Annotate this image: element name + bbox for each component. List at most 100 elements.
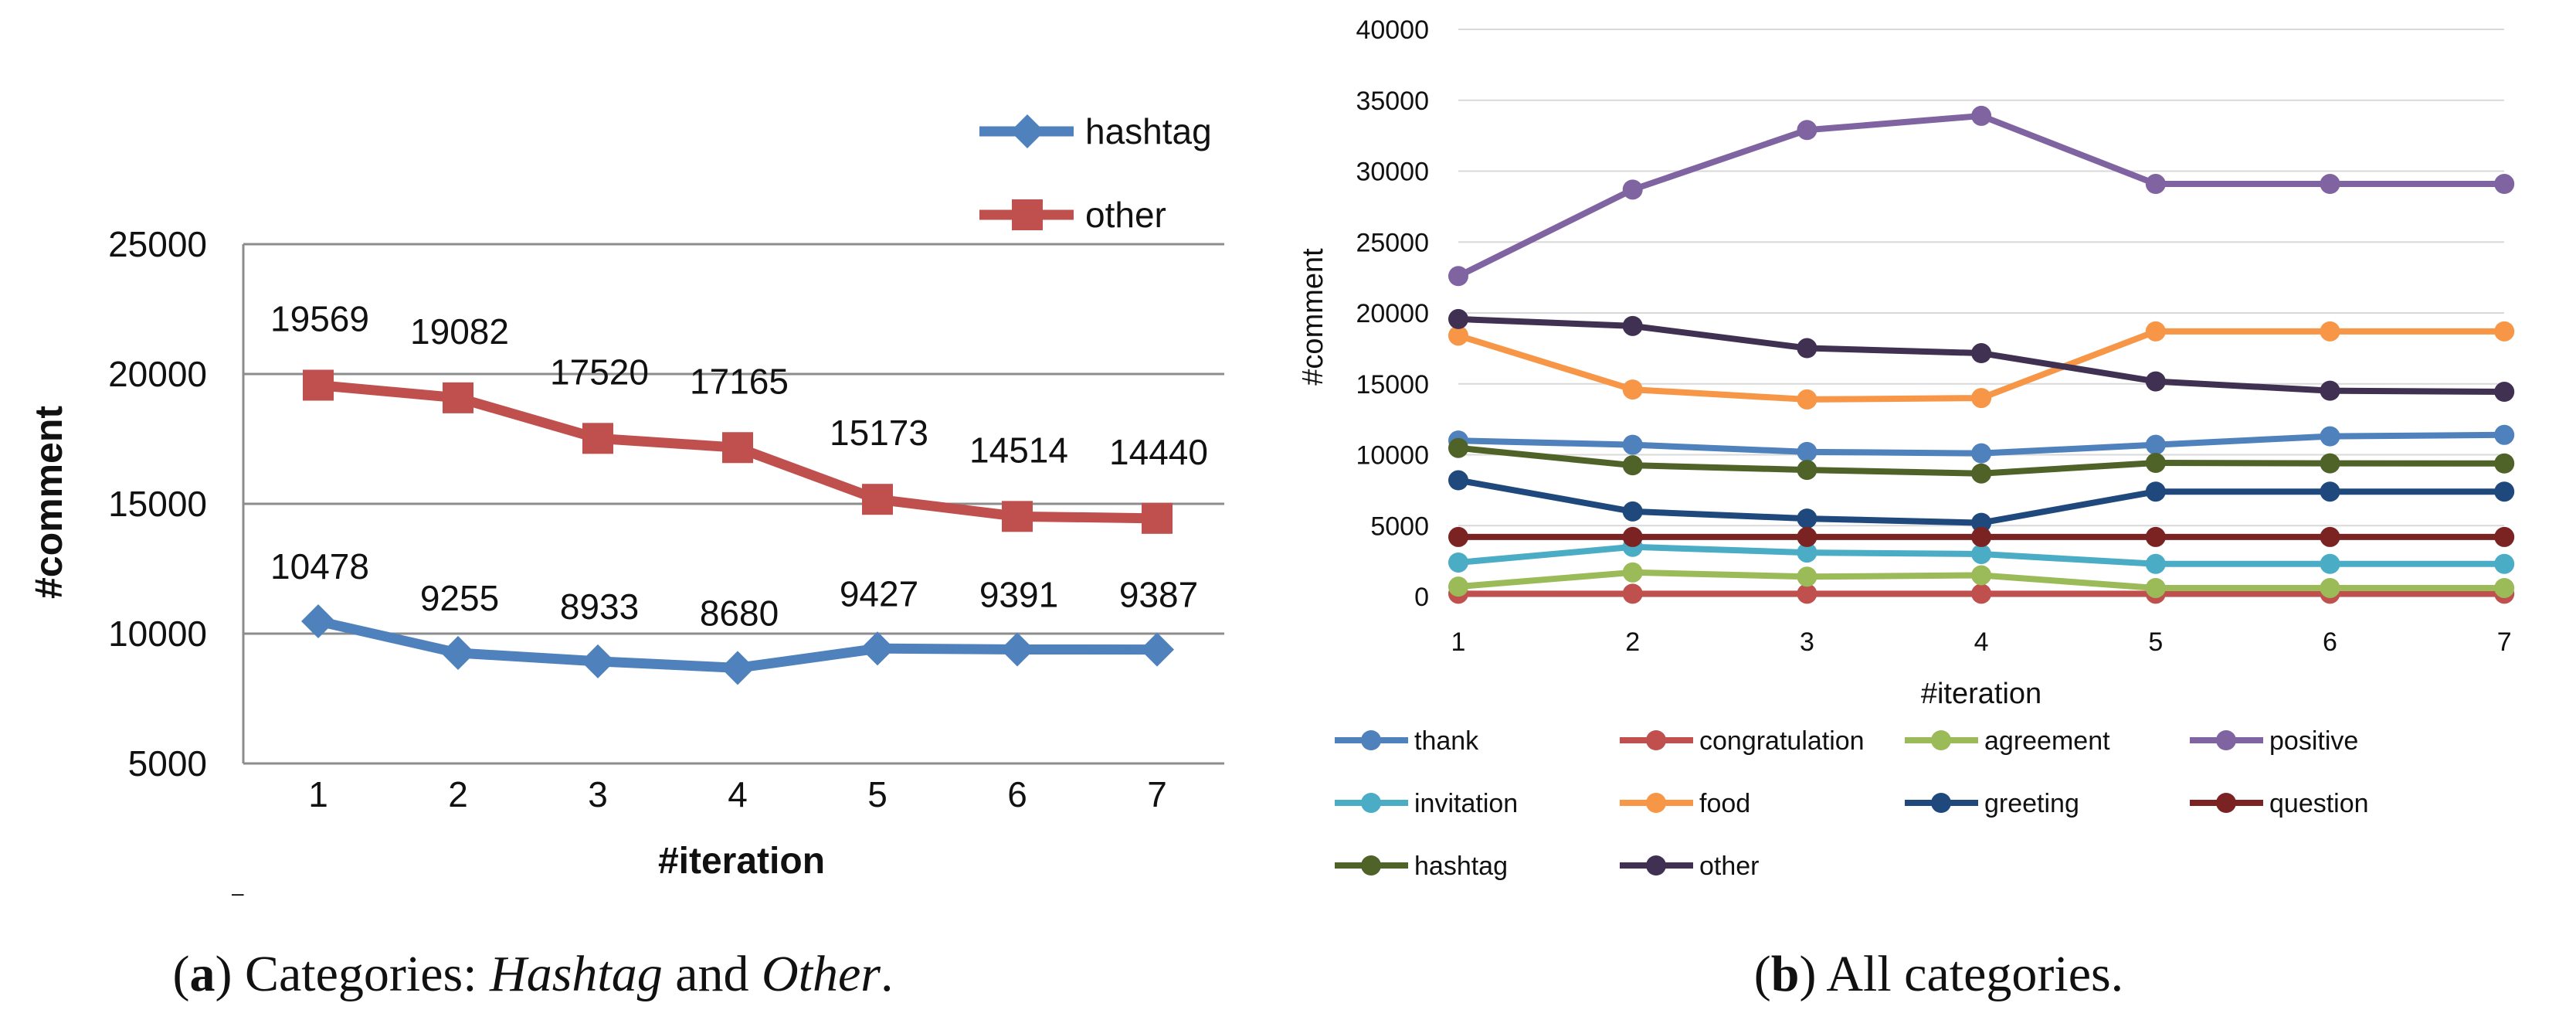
b-legend-marker-greeting [1931, 793, 1951, 813]
a-legend-marker-other [1012, 199, 1043, 230]
b-point-agreement [2320, 577, 2340, 598]
b-point-other [2320, 380, 2340, 401]
a-x-tick-label: 4 [728, 774, 748, 814]
caption-a-part: and [663, 946, 762, 1002]
b-point-food [2145, 321, 2166, 342]
b-point-congratulation [1971, 583, 1992, 604]
b-x-axis-label: #iteration [1921, 678, 2041, 710]
b-point-hashtag [1622, 455, 1643, 476]
b-point-invitation [2145, 553, 2166, 574]
a-point-other [443, 382, 473, 413]
b-legend-marker-invitation [1361, 793, 1381, 813]
a-data-label-other: 14440 [1109, 432, 1208, 472]
b-point-invitation [1971, 543, 1992, 564]
b-x-tick-label: 3 [1800, 627, 1814, 657]
a-point-other [1002, 501, 1033, 532]
b-y-tick-label: 0 [1414, 583, 1429, 612]
a-data-label-hashtag: 10478 [270, 546, 369, 586]
b-point-greeting [2145, 481, 2166, 502]
b-point-food [2494, 321, 2515, 342]
b-point-greeting [2320, 481, 2340, 502]
b-point-thank [2494, 424, 2515, 445]
a-point-hashtag [301, 604, 335, 638]
b-x-tick-label: 2 [1625, 627, 1640, 657]
b-point-invitation [1797, 542, 1817, 563]
caption-a: (a) Categories: Hashtag and Other. [172, 946, 893, 1002]
a-point-other [862, 484, 893, 515]
b-y-axis-label: #comment [1297, 248, 1329, 386]
b-point-invitation [2494, 553, 2515, 574]
a-legend-label-other: other [1085, 195, 1166, 235]
b-legend-marker-food [1646, 793, 1666, 813]
b-legend-label-greeting: greeting [1984, 789, 2079, 818]
b-point-other [1448, 308, 1468, 329]
b-point-positive [1448, 266, 1468, 287]
b-point-hashtag [2145, 453, 2166, 474]
captions: (a) Categories: Hashtag and Other. (b) Al… [172, 946, 2123, 1002]
b-point-invitation [1448, 552, 1468, 573]
caption-a-part: a [189, 946, 215, 1002]
a-legend-label-hashtag: hashtag [1085, 111, 1212, 151]
a-y-tick-label: 15000 [108, 484, 207, 524]
a-x-tick-label: 5 [867, 774, 888, 814]
b-point-hashtag [1448, 437, 1468, 458]
b-point-question [1622, 526, 1643, 547]
b-point-thank [1971, 443, 1992, 464]
b-y-tick-label: 40000 [1356, 15, 1429, 45]
b-y-tick-label: 25000 [1356, 228, 1429, 257]
a-x-tick-label: 2 [448, 774, 468, 814]
a-data-label-other: 17165 [690, 361, 789, 401]
b-x-tick-label: 4 [1974, 627, 1989, 657]
a-data-label-hashtag: 9387 [1119, 575, 1198, 615]
a-footnote-mark: – [232, 881, 244, 905]
a-data-label-hashtag: 9427 [840, 573, 918, 614]
a-y-tick-label: 10000 [108, 614, 207, 654]
a-y-tick-label: 5000 [128, 743, 207, 784]
b-point-question [2494, 526, 2515, 547]
caption-b: (b) All categories. [1754, 946, 2123, 1002]
a-point-hashtag [1000, 632, 1034, 667]
b-point-food [1622, 379, 1643, 400]
b-point-other [1622, 315, 1643, 336]
b-y-tick-label: 35000 [1356, 87, 1429, 116]
a-x-tick-label: 7 [1147, 774, 1167, 814]
b-point-question [1448, 526, 1468, 547]
caption-a-part: . [881, 946, 894, 1002]
b-point-food [1797, 389, 1817, 410]
b-y-tick-label: 5000 [1370, 512, 1429, 541]
caption-b-part: b [1771, 946, 1800, 1002]
a-point-other [722, 432, 753, 464]
panel-b-line-chart: 0 5000 10000 15000 20000 25000 30000 35000 40000… [1297, 15, 2515, 881]
b-point-greeting [1622, 501, 1643, 522]
b-point-other [1971, 343, 1992, 364]
b-point-thank [2320, 426, 2340, 447]
b-legend-label-congratulation: congratulation [1699, 726, 1865, 756]
caption-a-part: Other [762, 946, 881, 1002]
b-point-agreement [2145, 577, 2166, 598]
a-data-label-other: 17520 [550, 352, 649, 392]
b-legend-marker-positive [2216, 730, 2236, 750]
a-data-label-hashtag: 9391 [979, 574, 1058, 614]
b-point-greeting [2494, 481, 2515, 502]
b-point-question [1797, 526, 1817, 547]
caption-a-part: Hashtag [489, 946, 663, 1002]
b-point-congratulation [1622, 583, 1643, 604]
b-point-positive [1971, 105, 1992, 126]
b-legend-marker-congratulation [1646, 730, 1666, 750]
a-data-label-hashtag: 8680 [700, 593, 779, 633]
a-point-hashtag [721, 651, 755, 685]
b-point-other [1797, 338, 1817, 359]
b-series-line-positive [1457, 112, 2505, 279]
b-point-agreement [1797, 566, 1817, 587]
b-legend-marker-question [2216, 793, 2236, 813]
b-legend-marker-thank [1361, 730, 1381, 750]
a-point-hashtag [860, 631, 894, 666]
b-point-food [2320, 321, 2340, 342]
caption-b-part: ) All categories. [1800, 946, 2124, 1002]
a-point-hashtag [581, 644, 615, 678]
a-legend-marker-hashtag [1010, 114, 1044, 148]
b-point-positive [2494, 174, 2515, 195]
caption-a-part: ( [172, 946, 189, 1002]
a-x-tick-label: 6 [1007, 774, 1027, 814]
